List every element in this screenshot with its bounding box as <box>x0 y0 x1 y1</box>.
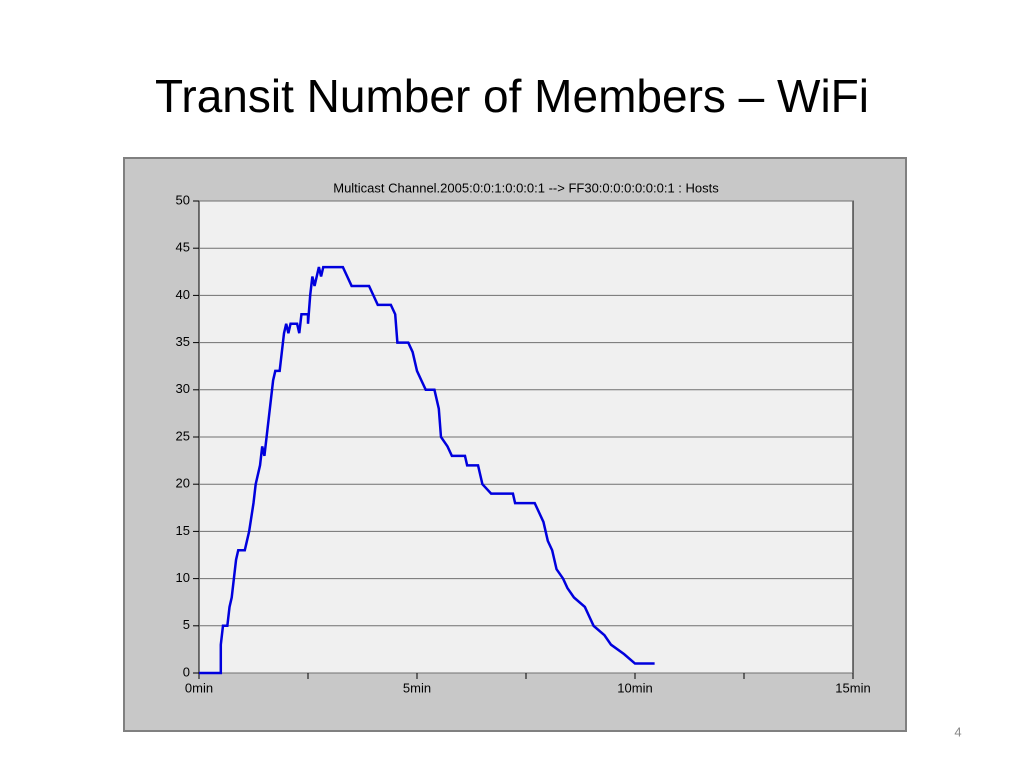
y-tick-label: 30 <box>176 381 190 396</box>
y-tick-label: 15 <box>176 523 190 538</box>
y-tick-label: 45 <box>176 240 190 255</box>
x-tick-label: 15min <box>835 680 870 695</box>
y-tick-label: 0 <box>183 664 190 679</box>
page-number: 4 <box>954 724 961 739</box>
x-tick-label: 5min <box>403 680 431 695</box>
y-tick-label: 20 <box>176 476 190 491</box>
y-tick-label: 10 <box>176 570 190 585</box>
y-tick-label: 50 <box>176 192 190 207</box>
y-tick-label: 40 <box>176 287 190 302</box>
y-tick-label: 35 <box>176 334 190 349</box>
slide-title: Transit Number of Members – WiFi <box>155 70 869 122</box>
x-tick-label: 10min <box>617 680 652 695</box>
data-line <box>199 265 655 675</box>
x-tick-label: 0min <box>185 680 213 695</box>
y-tick-label: 5 <box>183 617 190 632</box>
y-tick-label: 25 <box>176 428 190 443</box>
plot: 0 5 10 15 20 25 30 35 40 45 50 0min 5min 10min 15min <box>176 192 871 695</box>
chart-title: Multicast Channel.2005:0:0:1:0:0:0:1 -->… <box>333 180 719 195</box>
